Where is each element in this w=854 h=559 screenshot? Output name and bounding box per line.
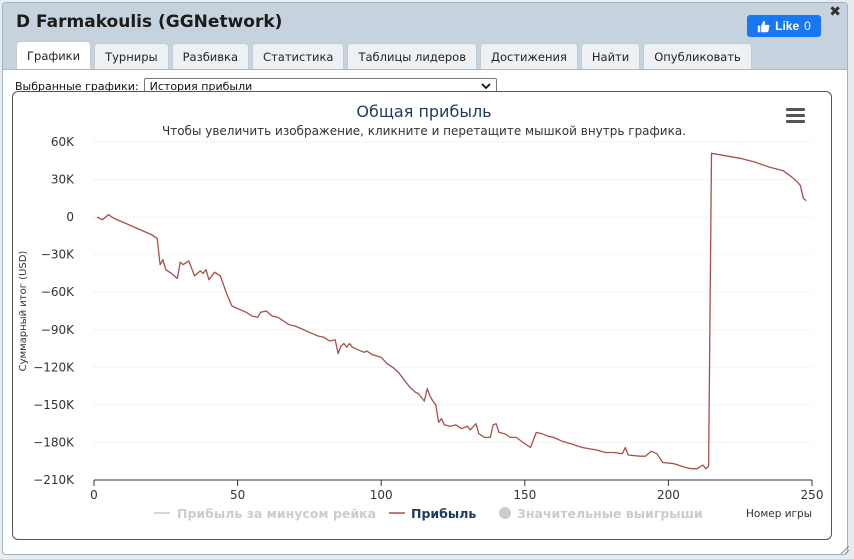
y-tick-label-6: −120K (33, 360, 75, 374)
chart-selector-label: Выбранные графики: (15, 79, 139, 93)
like-label: Like (775, 19, 800, 33)
x-tick-label-4: 200 (657, 488, 680, 502)
y-tick-label-8: −180K (33, 435, 75, 449)
y-tick-label-0: 60K (51, 135, 75, 149)
x-tick-label-5: 250 (801, 488, 824, 502)
y-tick-label-2: 0 (66, 210, 74, 224)
tab-3[interactable]: Статистика (252, 43, 345, 69)
chart-subtitle: Чтобы увеличить изображение, кликните и … (162, 124, 686, 138)
menu-icon[interactable] (786, 108, 805, 123)
legend-symbol-2 (499, 507, 511, 519)
y-tick-label-4: −60K (41, 285, 75, 299)
chart-title: Общая прибыль (356, 102, 491, 121)
chevron-down-icon (481, 82, 491, 89)
window-title: D Farmakoulis (GGNetwork) (16, 12, 283, 32)
y-axis-title: Суммарный итог (USD) (18, 251, 29, 372)
y-tick-label-1: 30K (51, 173, 75, 187)
resize-grip-icon[interactable] (840, 545, 850, 555)
tab-5[interactable]: Достижения (480, 43, 578, 69)
y-tick-label-5: −90K (41, 323, 75, 337)
tab-6[interactable]: Найти (580, 43, 641, 69)
x-tick-label-1: 50 (230, 488, 245, 502)
like-count: 0 (804, 19, 811, 33)
thumbs-up-icon (757, 20, 770, 32)
tab-4[interactable]: Таблицы лидеров (347, 43, 477, 69)
tab-7[interactable]: Опубликовать (643, 43, 752, 69)
tab-2[interactable]: Разбивка (171, 43, 250, 69)
chart-select-value: История прибыли (149, 79, 253, 93)
x-tick-label-3: 150 (513, 488, 536, 502)
y-tick-label-7: −150K (33, 398, 75, 412)
x-axis-title: Номер игры (746, 508, 812, 520)
close-icon[interactable]: ✖ (829, 4, 841, 20)
chart-selector-row: Выбранные графики: История прибыли (15, 77, 497, 95)
tab-0[interactable]: Графики (16, 41, 92, 69)
chart-container[interactable] (12, 91, 832, 540)
x-tick-label-0: 0 (90, 488, 98, 502)
legend-item-0: Прибыль за минусом рейка (177, 506, 376, 521)
series-line-0 (96, 152, 807, 470)
tab-1[interactable]: Турниры (94, 43, 169, 69)
chart-select[interactable]: История прибыли (143, 78, 497, 94)
y-tick-label-9: −210K (33, 473, 75, 487)
tab-bar: Графики Турниры Разбивка Статистика Таблицы … (16, 41, 752, 69)
facebook-like-button[interactable]: Like 0 (747, 15, 821, 37)
legend-item-1: Прибыль (411, 506, 476, 521)
x-tick-label-2: 100 (370, 488, 393, 502)
y-tick-label-3: −30K (41, 248, 75, 262)
legend-item-2: Значительные выигрыши (517, 506, 703, 521)
title-bar: D Farmakoulis (GGNetwork) ✖ Like 0 Графи… (3, 3, 847, 70)
